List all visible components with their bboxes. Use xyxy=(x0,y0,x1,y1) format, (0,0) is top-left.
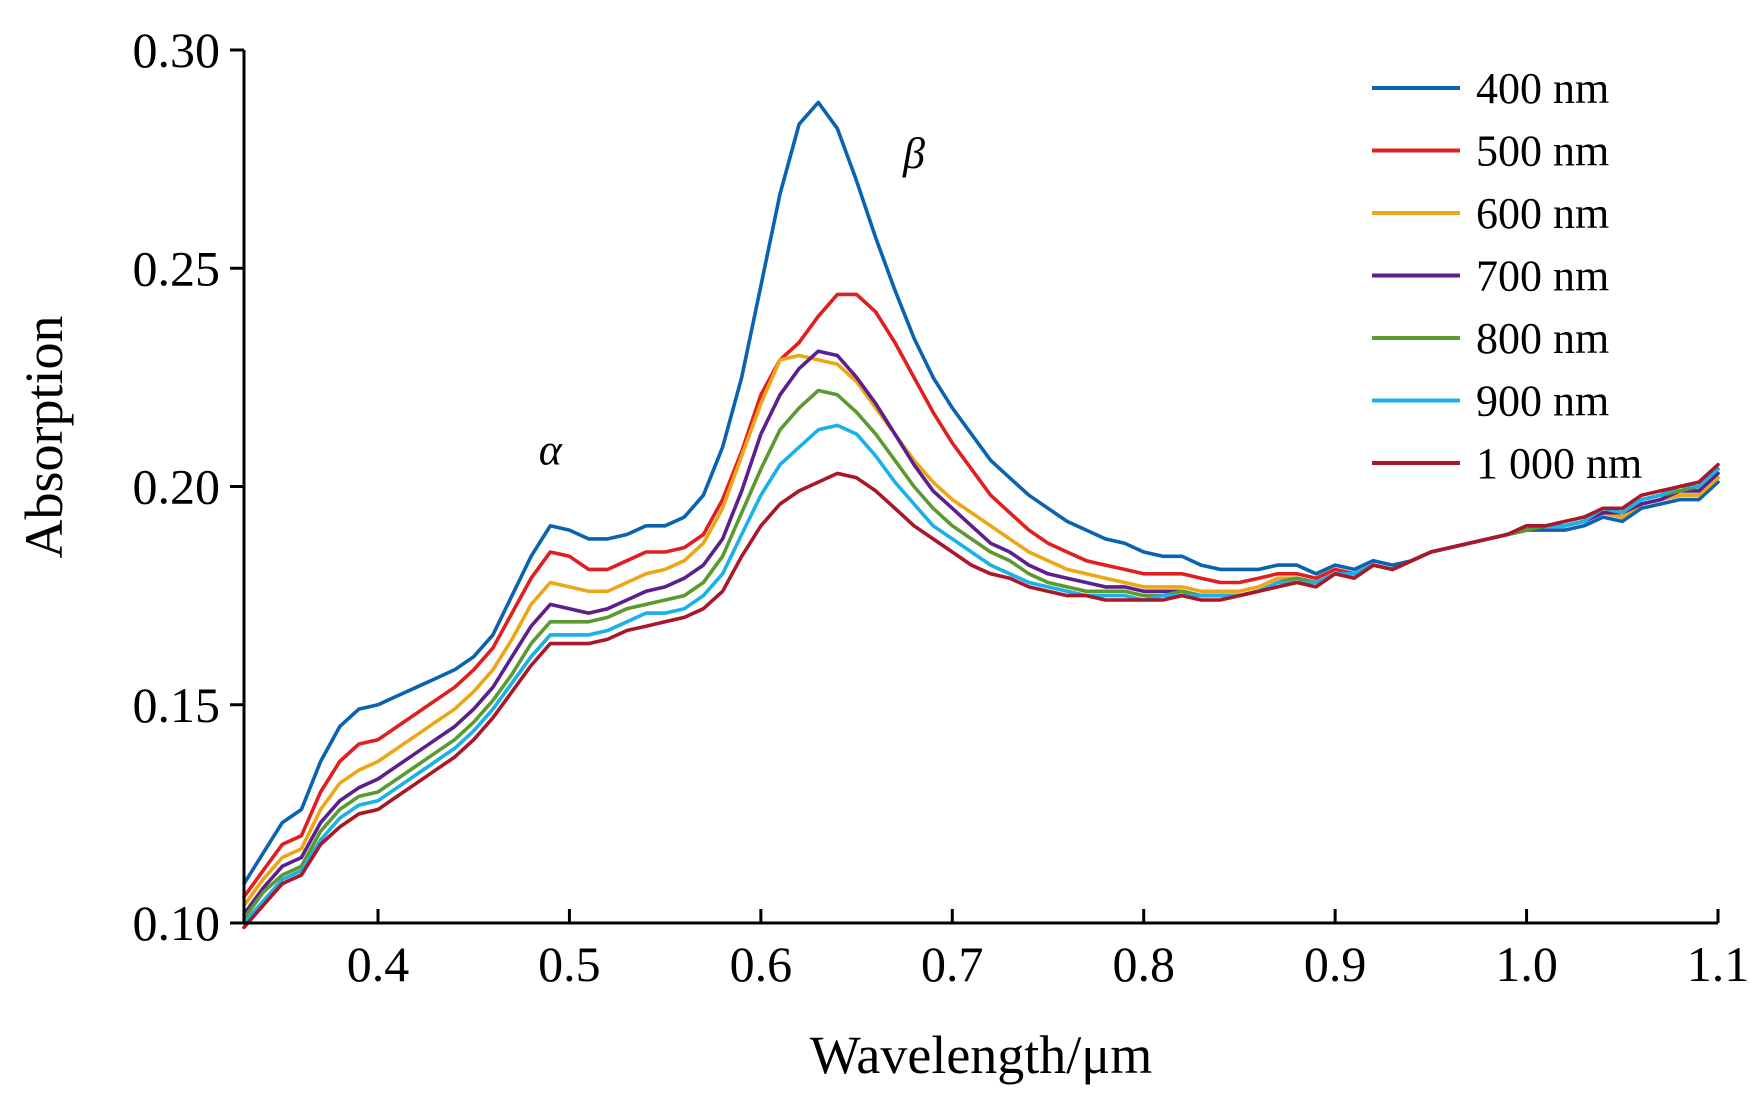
x-tick-label: 0.6 xyxy=(730,936,793,992)
legend: 400 nm 500 nm 600 nm 700 nm 800 nm 900 nm 1 00… xyxy=(1372,64,1642,488)
y-tick-label: 0.15 xyxy=(133,677,221,733)
y-ticks-group: 0.10 0.15 0.20 0.25 0.30 xyxy=(133,22,244,951)
legend-label: 900 nm xyxy=(1476,377,1609,426)
x-tick-label: 0.4 xyxy=(347,936,410,992)
x-tick-label: 1.1 xyxy=(1687,936,1750,992)
series-line-600nm xyxy=(242,353,1720,908)
legend-label: 1 000 nm xyxy=(1476,439,1642,488)
y-tick-label: 0.25 xyxy=(133,240,221,296)
y-tick-label: 0.10 xyxy=(133,895,221,951)
series-line-900nm xyxy=(242,423,1720,925)
legend-label: 700 nm xyxy=(1476,252,1609,301)
plot-series-group xyxy=(242,100,1720,930)
legend-label: 400 nm xyxy=(1476,64,1609,113)
y-axis-title: Absorption xyxy=(14,316,74,559)
y-tick-label: 0.20 xyxy=(133,459,221,515)
x-ticks-group: 0.4 0.5 0.6 0.7 0.8 0.9 1.0 1.1 xyxy=(347,909,1750,992)
legend-label: 500 nm xyxy=(1476,127,1609,176)
annotation-label: α xyxy=(539,426,563,475)
legend-label: 800 nm xyxy=(1476,314,1609,363)
x-tick-label: 0.9 xyxy=(1304,936,1367,992)
annotation-label: β xyxy=(902,129,925,178)
legend-label: 600 nm xyxy=(1476,189,1609,238)
annotations-group: αβ xyxy=(539,129,925,475)
x-tick-label: 0.8 xyxy=(1112,936,1175,992)
x-axis-title: Wavelength/μm xyxy=(810,1025,1153,1085)
series-line-1000nm xyxy=(242,462,1720,930)
y-tick-label: 0.30 xyxy=(133,22,221,78)
series-line-700nm xyxy=(242,349,1720,917)
x-tick-label: 0.5 xyxy=(538,936,601,992)
x-tick-label: 0.7 xyxy=(921,936,984,992)
x-tick-label: 1.0 xyxy=(1495,936,1558,992)
